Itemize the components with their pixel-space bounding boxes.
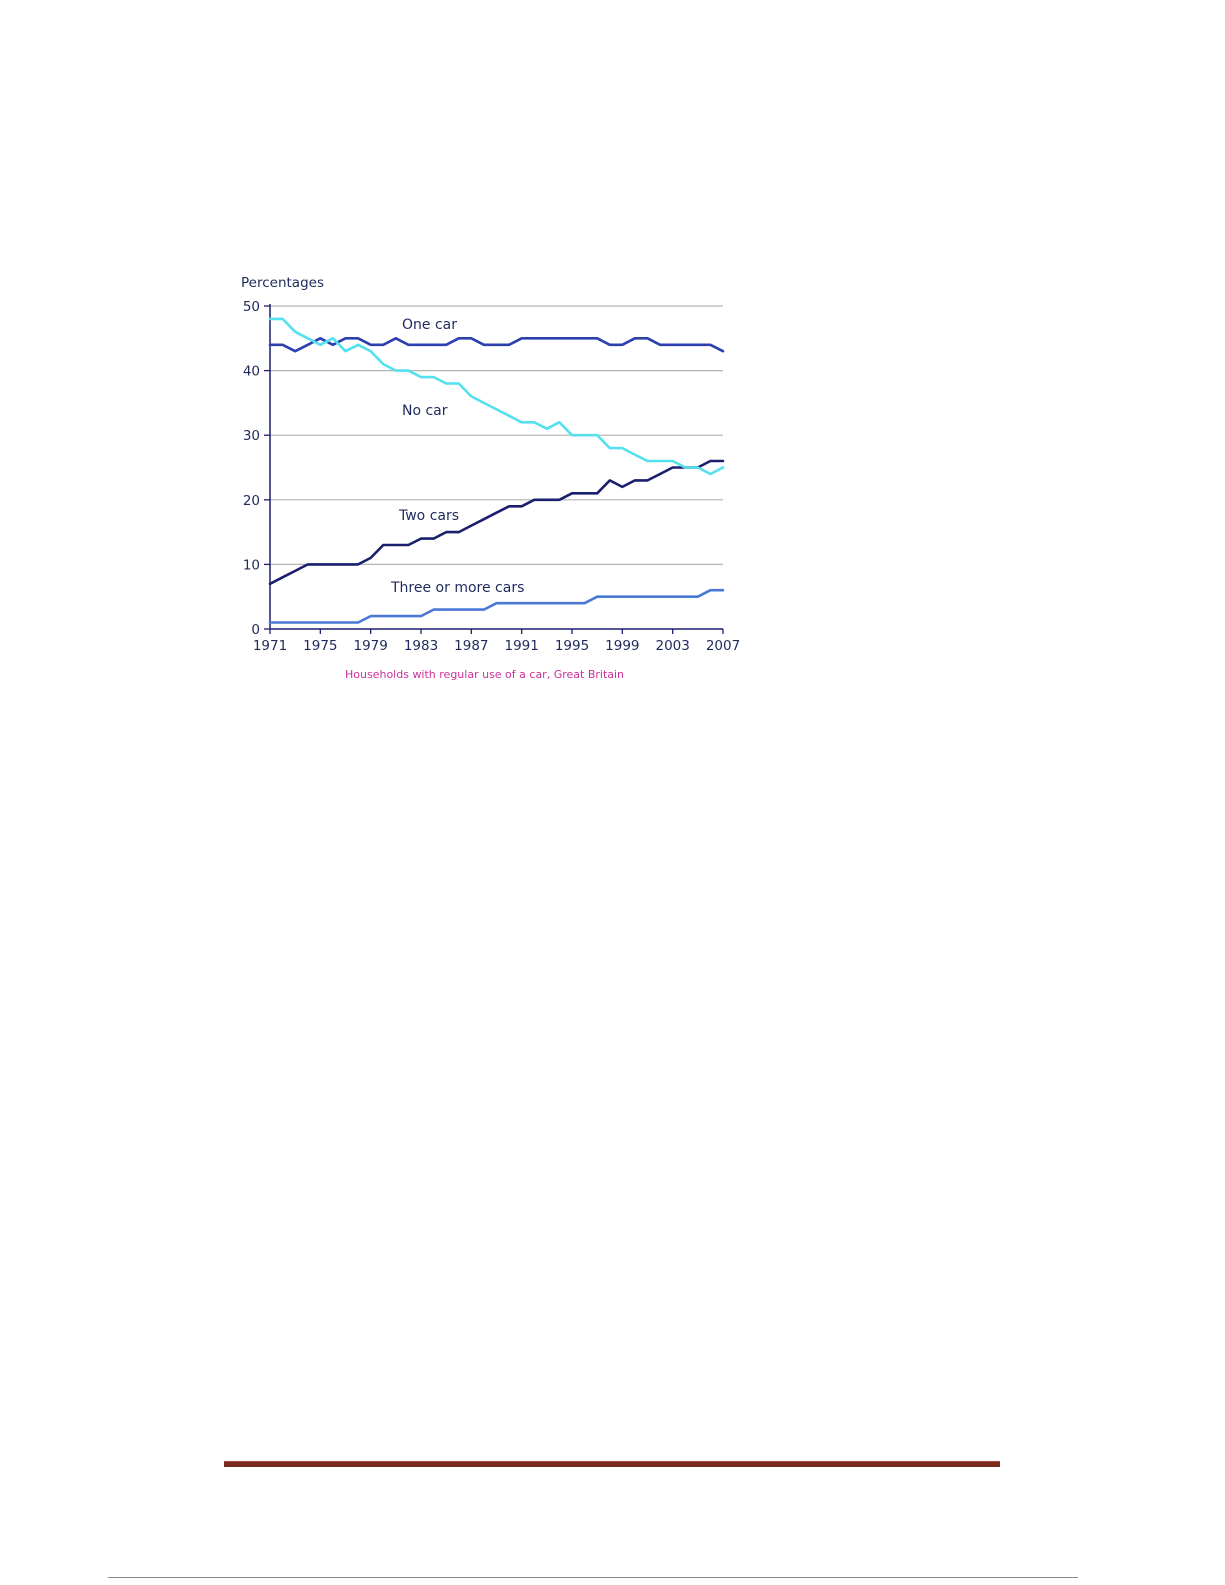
axes xyxy=(264,304,724,634)
page-bottom-line xyxy=(108,1577,1078,1578)
series-line-no-car xyxy=(268,317,725,476)
footer-divider xyxy=(224,1461,1000,1467)
series-label-two-cars: Two cars xyxy=(398,508,459,524)
gridlines xyxy=(270,305,723,566)
x-tick-label-1999: 1999 xyxy=(605,638,639,654)
series-line-two-cars xyxy=(268,459,725,586)
x-tick-label-1979: 1979 xyxy=(353,638,387,654)
series-line-three-or-more-cars xyxy=(268,588,725,624)
x-tick-label-1991: 1991 xyxy=(504,638,538,654)
y-axis-label: Percentages xyxy=(241,275,324,291)
y-tick-labels: 0 10 20 30 40 50 xyxy=(243,299,260,638)
x-tick-label-1995: 1995 xyxy=(555,638,589,654)
y-tick-label-10: 10 xyxy=(243,557,260,573)
chart-caption: Households with regular use of a car, Gr… xyxy=(345,668,624,681)
series-label-no-car: No car xyxy=(402,403,448,419)
y-tick-label-40: 40 xyxy=(243,364,260,380)
y-tick-label-0: 0 xyxy=(251,622,260,638)
y-tick-label-20: 20 xyxy=(243,493,260,509)
series-lines xyxy=(268,317,725,624)
series-line-one-car xyxy=(268,336,725,353)
x-tick-label-2003: 2003 xyxy=(655,638,689,654)
x-tick-label-1987: 1987 xyxy=(454,638,488,654)
series-labels: One car No car Two cars Three or more cars xyxy=(390,317,524,596)
x-tick-label-1983: 1983 xyxy=(404,638,438,654)
x-tick-label-1975: 1975 xyxy=(303,638,337,654)
series-label-three-or-more-cars: Three or more cars xyxy=(390,580,524,596)
y-tick-label-50: 50 xyxy=(243,299,260,315)
x-tick-label-2007: 2007 xyxy=(706,638,740,654)
x-tick-labels: 1971 1975 1979 1983 1987 1991 1995 1999 2003 2007 xyxy=(253,638,740,654)
y-tick-label-30: 30 xyxy=(243,428,260,444)
series-label-one-car: One car xyxy=(402,317,457,333)
x-tick-label-1971: 1971 xyxy=(253,638,287,654)
